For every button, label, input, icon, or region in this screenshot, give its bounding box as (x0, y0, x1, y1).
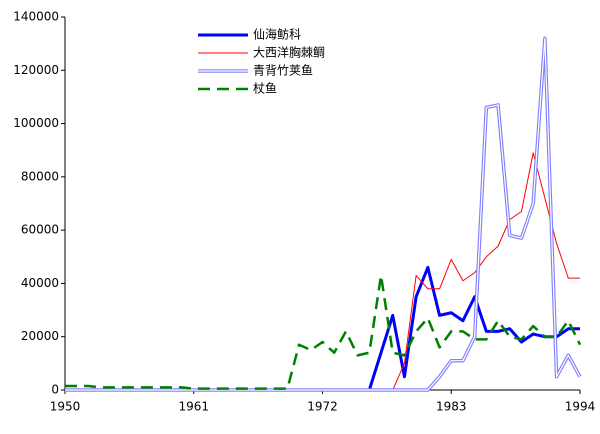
y-tick-label: 20000 (21, 329, 59, 343)
x-tick-label: 1994 (565, 400, 596, 414)
y-tick-label: 100000 (13, 116, 59, 130)
x-tick-label: 1983 (436, 400, 467, 414)
legend-label: 杖鱼 (253, 81, 277, 96)
y-tick-label: 0 (51, 383, 59, 397)
x-tick-label: 1950 (50, 400, 81, 414)
y-tick-label: 120000 (13, 63, 59, 77)
legend-label: 青背竹荚鱼 (253, 64, 313, 78)
y-tick-label: 60000 (21, 223, 59, 237)
x-tick-label: 1972 (307, 400, 338, 414)
series-line-inner (65, 37, 581, 391)
y-tick-label: 140000 (13, 10, 59, 24)
series-line (65, 274, 582, 390)
y-tick-label: 80000 (21, 169, 59, 183)
series-line (65, 36, 582, 392)
legend-label: 仙海鲂科 (253, 27, 301, 42)
legend-label: 大西洋胸棘鲷 (253, 45, 325, 60)
series-line (65, 152, 580, 391)
x-tick-label: 1961 (178, 400, 209, 414)
y-tick-label: 40000 (21, 276, 59, 290)
